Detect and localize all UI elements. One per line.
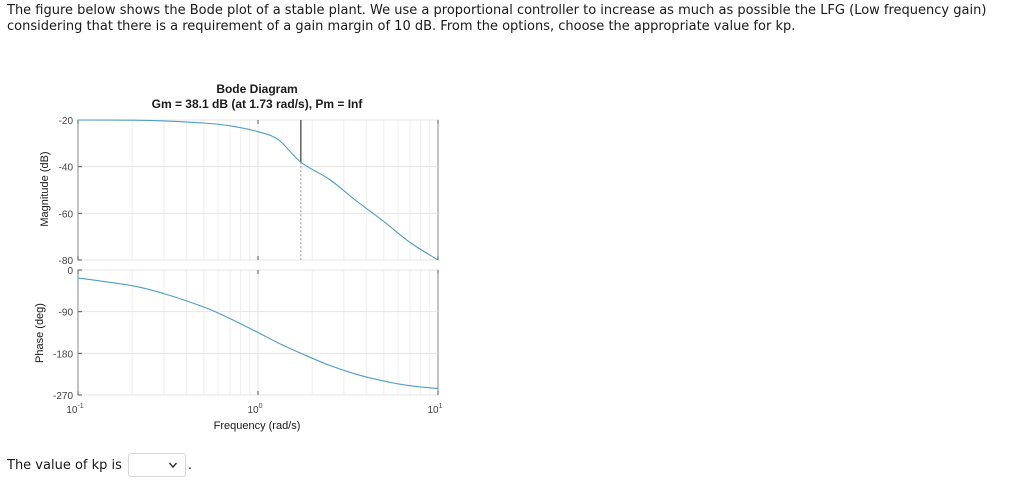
phase-axis-label: Phase (deg) (34, 303, 46, 363)
x-tick-exponent: 1 (439, 403, 443, 410)
chart-subtitle: Gm = 38.1 dB (at 1.73 rad/s), Pm = Inf (152, 97, 364, 111)
phase-y-tick-label: -90 (59, 308, 74, 319)
magnitude-y-tick-label: -60 (59, 209, 74, 220)
chart-title: Bode Diagram (216, 82, 297, 96)
chevron-down-icon (168, 462, 177, 469)
magnitude-y-tick-label: -40 (59, 163, 74, 174)
frequency-axis-label: Frequency (rad/s) (214, 420, 301, 432)
phase-y-tick-label: -180 (53, 349, 73, 360)
magnitude-axis-label: Magnitude (dB) (39, 151, 51, 226)
bode-plot-figure: -20 -40 -60 -80 0 -90 -180 -270 10-1 100 101 Bode D… (0, 70, 470, 440)
answer-label: The value of kp is (7, 457, 122, 473)
magnitude-series-line (77, 119, 439, 261)
x-tick-label: 10-1 (66, 403, 83, 416)
phase-series-line (77, 277, 439, 390)
question-text: The figure below shows the Bode plot of … (7, 3, 987, 34)
x-tick-label: 101 (427, 403, 442, 416)
answer-row: The value of kp is . (7, 452, 192, 478)
magnitude-y-tick-label: -80 (59, 256, 74, 267)
x-tick-exponent: 0 (259, 403, 263, 410)
x-tick-base: 10 (247, 405, 259, 416)
phase-y-tick-label: 0 (67, 266, 73, 277)
answer-trailing-period: . (187, 457, 193, 473)
x-tick-label: 100 (247, 403, 262, 416)
kp-select-dropdown[interactable] (127, 453, 186, 477)
phase-y-tick-label: -270 (53, 391, 73, 402)
x-tick-base: 10 (427, 405, 439, 416)
x-tick-base: 10 (66, 405, 78, 416)
magnitude-y-tick-label: -20 (59, 116, 74, 127)
x-tick-exponent: -1 (77, 403, 83, 410)
